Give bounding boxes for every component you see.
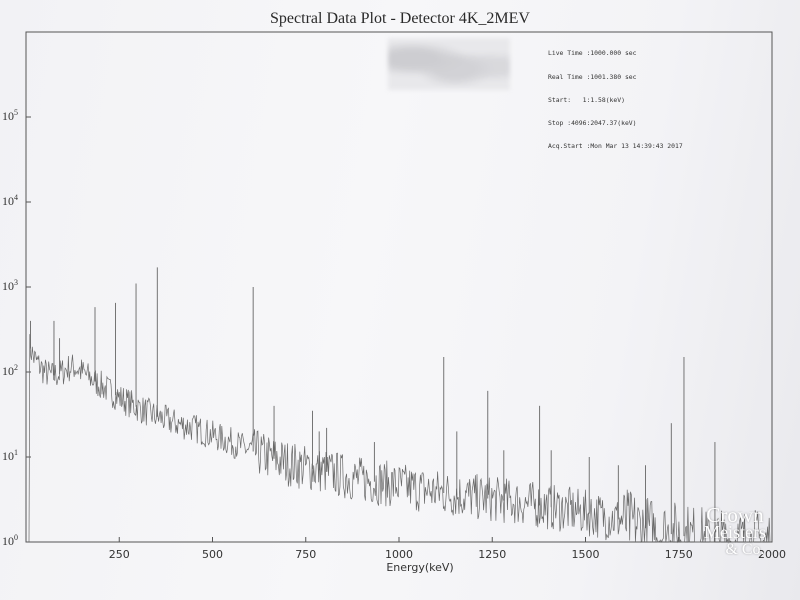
watermark-line-1: Crown	[706, 503, 764, 527]
watermark-line-2: Meisters	[704, 522, 766, 542]
x-tick-label: 500	[202, 548, 223, 561]
y-tick-label: 105	[2, 108, 18, 123]
spectrum-trace	[28, 334, 771, 544]
watermark-line-3: & Co.	[725, 541, 765, 558]
watermark-logo: Crown Meisters & Co.	[690, 503, 780, 559]
start-text: Start: 1:1.58(keV)	[548, 95, 625, 104]
y-tick-label: 103	[2, 278, 18, 293]
chart-title: Spectral Data Plot - Detector 4K_2MEV	[270, 10, 530, 27]
x-tick-label: 1250	[478, 548, 507, 561]
acq-start-text: Acq.Start :Mon Mar 13 14:39:43 2017	[548, 141, 683, 150]
spectrum-peaks	[30, 267, 716, 542]
redacted-label	[388, 38, 510, 90]
y-tick-label: 104	[2, 193, 18, 208]
x-axis-label: Energy(keV)	[386, 561, 454, 574]
y-tick-label: 102	[2, 363, 18, 378]
real-time-text: Real Time :1001.380 sec	[548, 72, 637, 81]
x-tick-label: 1750	[664, 548, 693, 561]
x-tick-label: 750	[295, 548, 317, 561]
x-tick-label: 1500	[571, 548, 600, 561]
spectrum-baseline	[28, 334, 771, 544]
x-tick-label: 2000	[758, 548, 786, 561]
axes-layer	[25, 31, 773, 543]
live-time-text: Live Time :1000.000 sec	[548, 49, 637, 58]
x-tick-label: 1000	[385, 548, 413, 561]
stop-text: Stop :4096:2047.37(keV)	[548, 118, 637, 127]
x-tick-label: 250	[108, 548, 130, 561]
y-tick-label: 101	[2, 448, 18, 463]
y-tick-label: 100	[2, 533, 18, 548]
acquisition-info: Live Time :1000.000 sec Real Time :1001.…	[548, 35, 683, 158]
